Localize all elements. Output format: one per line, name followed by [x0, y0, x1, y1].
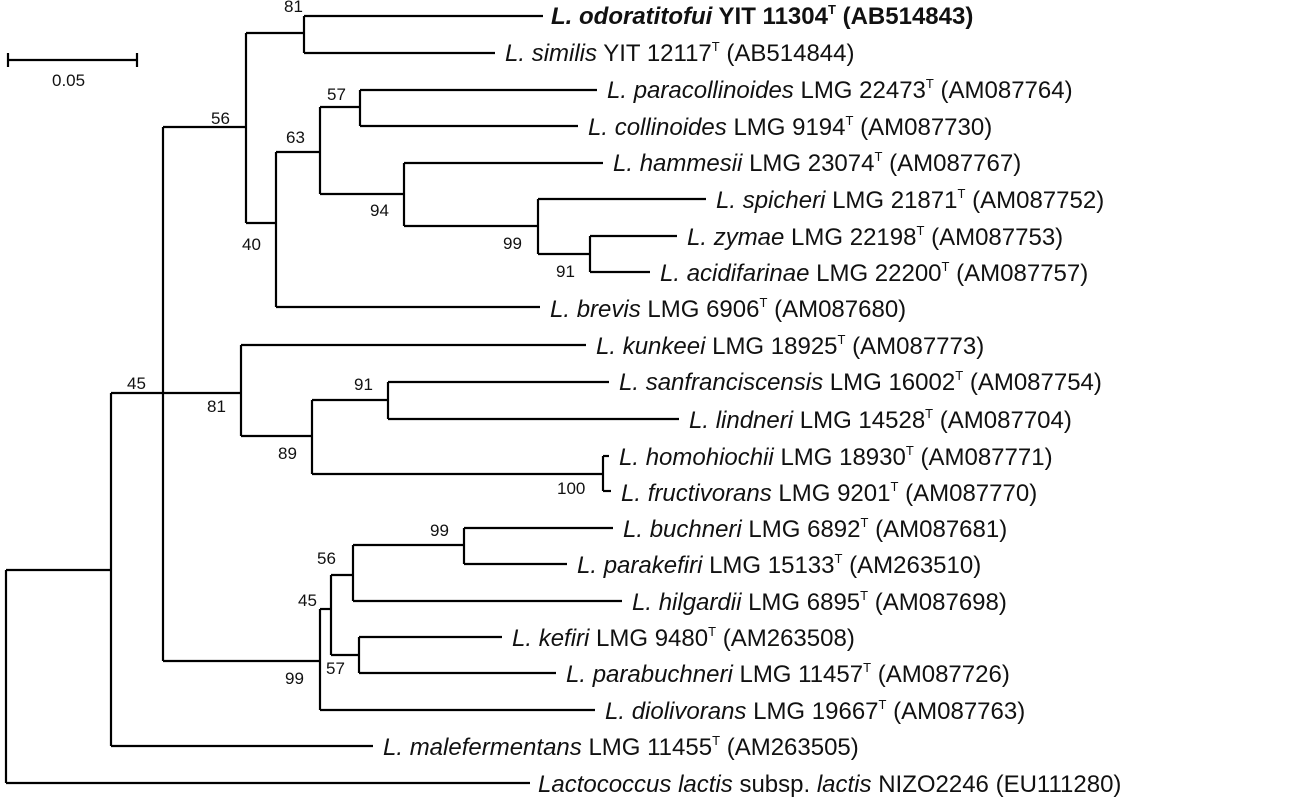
taxon-label-paracollinoides: L. paracollinoides LMG 22473T (AM087764) [607, 76, 1073, 104]
taxon-label-hilgardii: L. hilgardii LMG 6895T (AM087698) [632, 588, 1007, 616]
scale-bar-label: 0.05 [52, 71, 85, 90]
taxon-label-brevis: L. brevis LMG 6906T (AM087680) [550, 295, 906, 323]
bootstrap-value: 45 [127, 374, 146, 393]
bootstrap-value: 57 [327, 85, 346, 104]
scale-bar: 0.05 [6, 53, 139, 90]
taxon-label-odoratitofui: L. odoratitofui YIT 11304T (AB514843) [551, 2, 973, 30]
bootstrap-value: 89 [278, 444, 297, 463]
taxon-label-fructivorans: L. fructivorans LMG 9201T (AM087770) [621, 479, 1037, 507]
taxon-label-similis: L. similis YIT 12117T (AB514844) [505, 39, 855, 67]
taxon-label-lindneri: L. lindneri LMG 14528T (AM087704) [689, 406, 1072, 434]
bootstrap-value: 99 [430, 521, 449, 540]
bootstrap-value: 63 [286, 128, 305, 147]
taxon-label-acidifarinae: L. acidifarinae LMG 22200T (AM087757) [660, 259, 1088, 287]
bootstrap-value: 100 [557, 479, 585, 498]
taxon-label-homohiochii: L. homohiochii LMG 18930T (AM087771) [619, 443, 1053, 471]
taxon-label-malefermentans: L. malefermentans LMG 11455T (AM263505) [383, 733, 859, 761]
bootstrap-value: 45 [298, 591, 317, 610]
taxon-label-parabuchneri: L. parabuchneri LMG 11457T (AM087726) [566, 660, 1010, 688]
bootstrap-value: 40 [242, 235, 261, 254]
bootstrap-value: 99 [285, 669, 304, 688]
taxon-labels: L. odoratitofui YIT 11304T (AB514843) L. … [383, 2, 1121, 798]
taxon-label-sanfranciscensis: L. sanfranciscensis LMG 16002T (AM087754… [619, 368, 1102, 396]
taxon-label-zymae: L. zymae LMG 22198T (AM087753) [687, 223, 1063, 251]
bootstrap-value: 81 [284, 0, 303, 16]
bootstrap-value: 57 [326, 659, 345, 678]
bootstrap-labels: 81 56 57 63 94 99 91 40 45 91 81 89 100 99 56 45 57 99 [127, 0, 585, 688]
bootstrap-value: 99 [503, 234, 522, 253]
taxon-label-kefiri: L. kefiri LMG 9480T (AM263508) [512, 624, 855, 652]
taxon-label-buchneri: L. buchneri LMG 6892T (AM087681) [623, 515, 1007, 543]
taxon-label-parakefiri: L. parakefiri LMG 15133T (AM263510) [577, 551, 981, 579]
bootstrap-value: 81 [207, 397, 226, 416]
taxon-label-hammesii: L. hammesii LMG 23074T (AM087767) [613, 149, 1021, 177]
taxon-label-diolivorans: L. diolivorans LMG 19667T (AM087763) [605, 697, 1025, 725]
taxon-label-kunkeei: L. kunkeei LMG 18925T (AM087773) [596, 332, 984, 360]
taxon-label-lactococcus: Lactococcus lactis subsp. lactis NIZO224… [538, 771, 1121, 798]
bootstrap-value: 91 [556, 262, 575, 281]
bootstrap-value: 94 [370, 201, 389, 220]
bootstrap-value: 56 [211, 109, 230, 128]
bootstrap-value: 56 [317, 549, 336, 568]
bootstrap-value: 91 [354, 375, 373, 394]
tree-branches [4, 14, 706, 785]
taxon-label-spicheri: L. spicheri LMG 21871T (AM087752) [716, 186, 1104, 214]
taxon-label-collinoides: L. collinoides LMG 9194T (AM087730) [588, 113, 992, 141]
